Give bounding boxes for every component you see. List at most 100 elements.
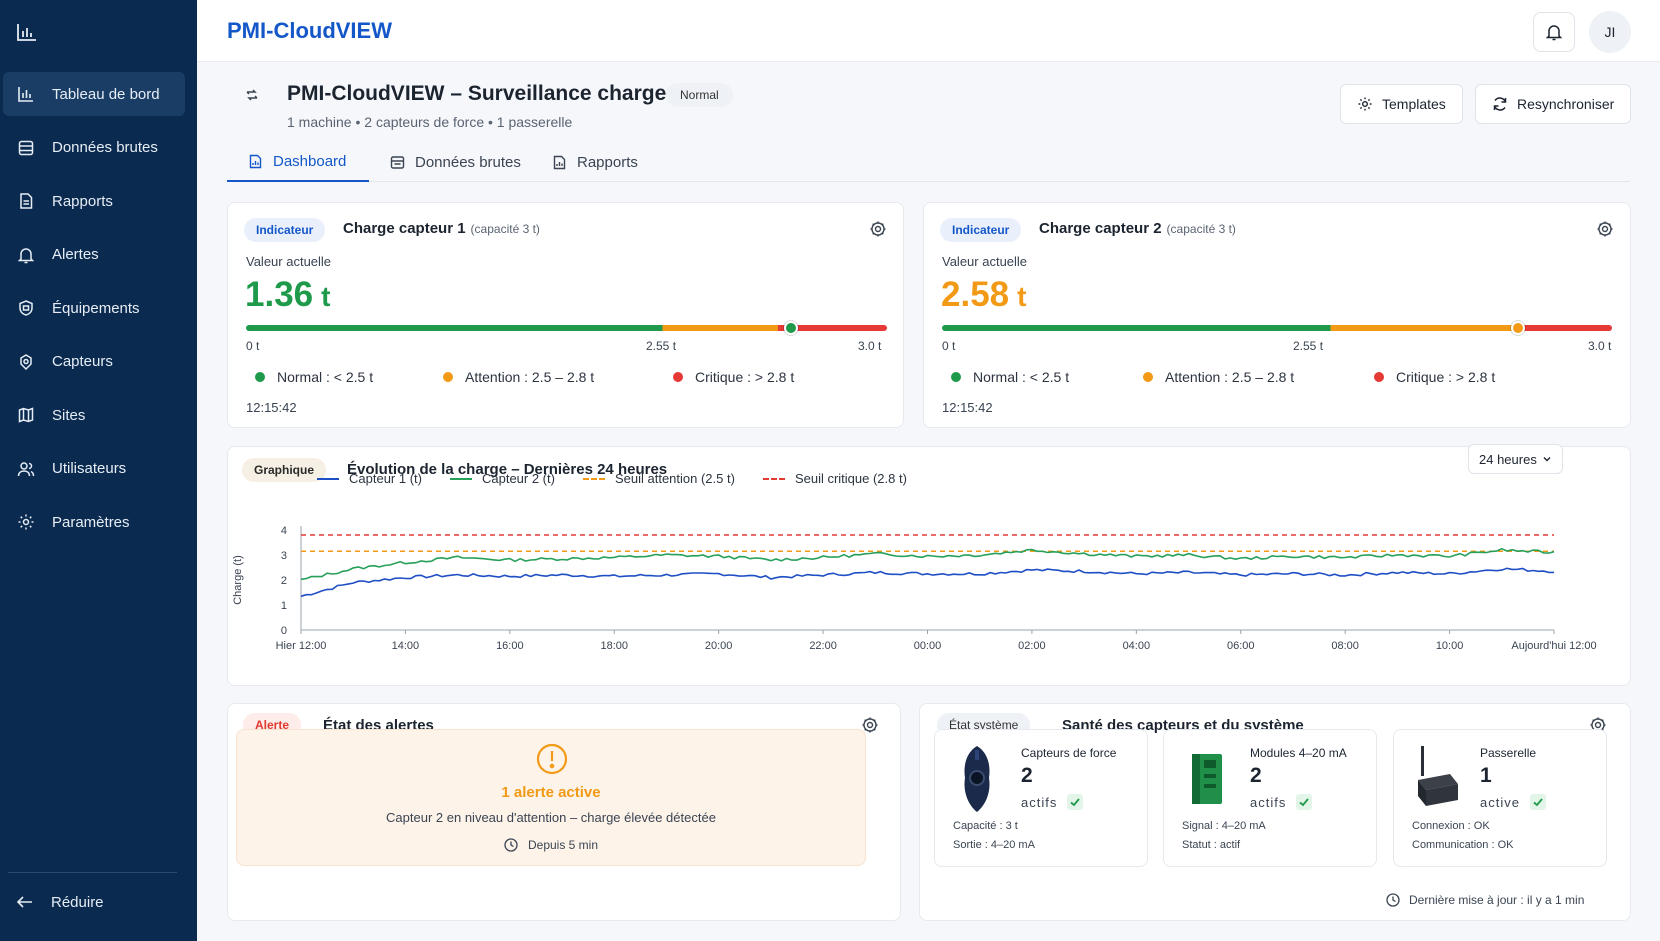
sidebar-item-settings[interactable]: Paramètres: [3, 500, 185, 544]
legend-normal: Normal : < 2.5 t: [951, 369, 1069, 385]
x-tick-label: Aujourd'hui 12:00: [1511, 640, 1596, 652]
sidebar-item-users[interactable]: Utilisateurs: [3, 447, 185, 491]
sensor-title: Charge capteur 2 (capacité 3 t): [1039, 220, 1236, 237]
page-subtitle: 1 machine • 2 capteurs de force • 1 pass…: [287, 114, 573, 130]
y-tick-label: 3: [281, 550, 287, 562]
sidebar-item-label: Équipements: [52, 299, 140, 317]
sidebar-item-equipment[interactable]: Équipements: [3, 286, 185, 330]
current-value-unit: t: [321, 281, 331, 312]
current-value-unit: t: [1017, 281, 1027, 312]
gauge-tick-max: 3.0 t: [858, 339, 882, 353]
legend-series-2: Capteur 2 (t): [449, 471, 555, 486]
warning-circle-icon: [536, 743, 568, 775]
resync-button[interactable]: Resynchroniser: [1475, 84, 1632, 124]
current-value: 1.36 t: [245, 275, 330, 315]
bar-chart-icon: [17, 85, 35, 103]
current-value-number: 2.58: [941, 275, 1010, 314]
notifications-button[interactable]: [1533, 12, 1575, 52]
report-icon: [552, 155, 567, 170]
arrow-left-icon: [16, 893, 34, 911]
tab-dashboard[interactable]: Dashboard: [227, 142, 369, 182]
sidebar-item-alerts[interactable]: Alertes: [3, 233, 185, 277]
orange-dot-icon: [1143, 372, 1153, 382]
graph-title: Évolution de la charge – Dernières 24 he…: [347, 461, 668, 478]
table-icon: [390, 155, 405, 170]
sidebar-item-label: Tableau de bord: [52, 85, 160, 103]
status-spec-1: Connexion : OK: [1412, 820, 1490, 832]
sidebar-item-reports[interactable]: Rapports: [3, 179, 185, 223]
legend-threshold-critical: Seuil critique (2.8 t): [762, 471, 907, 486]
sidebar-item-dashboard[interactable]: Tableau de bord: [3, 72, 185, 116]
status-count: 1: [1480, 764, 1492, 787]
module-image: [1192, 754, 1222, 804]
gauge-knob: [783, 321, 798, 335]
user-avatar[interactable]: JI: [1589, 11, 1631, 53]
gauge-knob: [1511, 321, 1526, 335]
topbar: PMI-CloudVIEW JI: [197, 0, 1660, 62]
time-range-value: 24 heures: [1479, 451, 1537, 467]
chart-legend: Capteur 1 (t) Capteur 2 (t) Seuil attent…: [317, 471, 935, 486]
clock-icon: [1386, 893, 1400, 907]
y-tick-label: 2: [281, 575, 287, 587]
graph-card: [227, 446, 1631, 686]
card-settings-gear-icon[interactable]: [1596, 220, 1614, 238]
legend-critical: Critique : > 2.8 t: [673, 369, 794, 385]
sidebar-item-sites[interactable]: Sites: [3, 393, 185, 437]
status-count: 2: [1021, 764, 1033, 787]
alerts-settings-gear-icon[interactable]: [861, 716, 879, 734]
x-tick-label: 06:00: [1227, 640, 1255, 652]
reading-timestamp: 12:15:42: [246, 400, 297, 415]
app-logo-icon[interactable]: [16, 22, 38, 42]
status-state-text: actifs: [1021, 794, 1058, 810]
time-range-select[interactable]: 24 heures: [1468, 444, 1563, 474]
legend-swatch: [317, 477, 339, 480]
legend-label: Capteur 2 (t): [481, 471, 555, 486]
sensor-capacity: (capacité 3 t): [470, 222, 540, 236]
green-dot-icon: [951, 372, 961, 382]
legend-label: Capteur 1 (t): [349, 471, 422, 486]
card-settings-gear-icon[interactable]: [869, 220, 887, 238]
tab-bar: Dashboard Données brutes Rapports: [227, 142, 1630, 182]
legend-normal: Normal : < 2.5 t: [255, 369, 373, 385]
templates-button[interactable]: Templates: [1340, 84, 1463, 124]
sensor-card-1: Indicateur Charge capteur 1 (capacité 3 t…: [227, 202, 904, 428]
tab-raw-data[interactable]: Données brutes: [369, 142, 542, 182]
collapse-sidebar-button[interactable]: Réduire: [16, 893, 104, 911]
y-tick-label: 1: [281, 600, 287, 612]
x-tick-label: 00:00: [914, 640, 942, 652]
sidebar-nav: Tableau de bord Données brutes Rapports …: [0, 72, 197, 554]
bell-icon: [1545, 25, 1563, 41]
sidebar-item-raw-data[interactable]: Données brutes: [3, 126, 185, 170]
x-tick-label: 20:00: [705, 640, 733, 652]
status-spec-2: Sortie : 4–20 mA: [953, 839, 1035, 851]
tab-reports[interactable]: Rapports: [531, 142, 659, 182]
status-state: actifs: [1021, 794, 1084, 810]
resync-label: Resynchroniser: [1517, 96, 1615, 112]
dashboard-icon: [248, 154, 263, 169]
green-dot-icon: [255, 372, 265, 382]
legend-critical-text: Critique : > 2.8 t: [695, 369, 795, 385]
legend-critical: Critique : > 2.8 t: [1374, 369, 1495, 385]
clock-icon: [504, 838, 518, 852]
sidebar-item-label: Utilisateurs: [52, 460, 127, 477]
gear-icon: [17, 513, 35, 531]
capteur-2-line: [300, 547, 1555, 581]
gauge-tick-min: 0 t: [246, 339, 260, 353]
x-tick-label: 14:00: [392, 640, 420, 652]
sensor-title-text: Charge capteur 1: [343, 220, 466, 237]
load-gauge-bar: [246, 325, 887, 331]
x-tick-label: 16:00: [496, 640, 524, 652]
legend-threshold-attention: Seuil attention (2.5 t): [582, 471, 735, 486]
x-tick-label: 04:00: [1123, 640, 1151, 652]
current-value: 2.58 t: [941, 275, 1026, 315]
modules-status: Modules 4–20 mA 2 actifs Signal : 4–20 m…: [1163, 729, 1377, 867]
legend-label: Seuil critique (2.8 t): [794, 471, 907, 486]
shield-icon: [17, 299, 35, 317]
sidebar-item-sensors[interactable]: Capteurs: [3, 340, 185, 384]
sidebar-item-label: Rapports: [52, 192, 113, 210]
y-tick-label: 4: [281, 525, 287, 537]
sensor-title-text: Charge capteur 2: [1039, 220, 1162, 237]
status-state-text: actifs: [1250, 794, 1287, 810]
red-dot-icon: [1374, 372, 1384, 382]
brand-title[interactable]: PMI-CloudVIEW: [227, 18, 392, 43]
